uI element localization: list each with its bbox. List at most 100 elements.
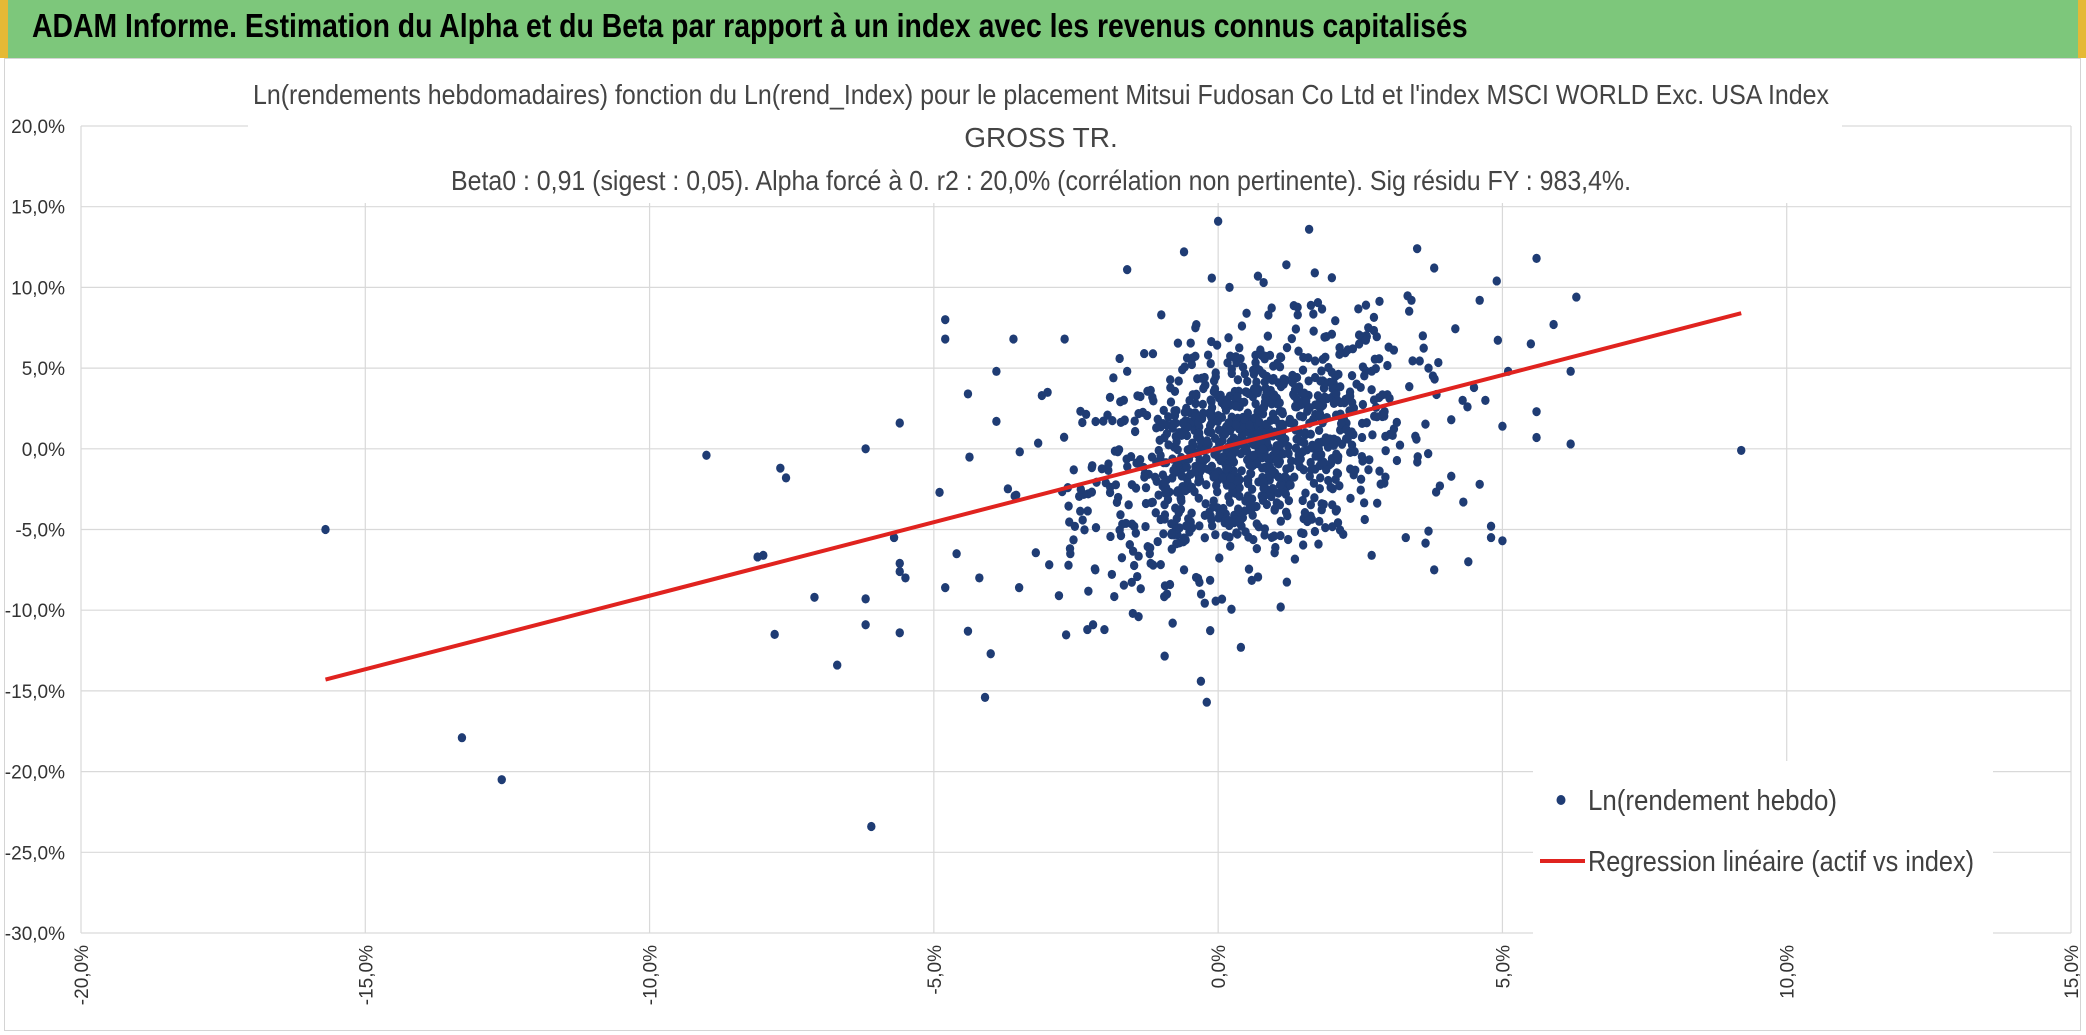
y-tick-label: 5,0% <box>22 359 65 380</box>
data-point <box>1213 216 1223 226</box>
data-point <box>1076 506 1085 516</box>
y-tick-label: 15,0% <box>11 198 65 219</box>
data-point <box>1090 564 1100 574</box>
data-point <box>1346 493 1355 503</box>
data-point <box>1209 386 1219 397</box>
data-point <box>1304 224 1314 234</box>
data-point <box>1045 560 1054 570</box>
data-point <box>1140 472 1149 482</box>
data-point <box>1332 505 1341 515</box>
data-point <box>1309 478 1319 488</box>
data-point <box>1262 452 1271 462</box>
data-point <box>1240 414 1249 424</box>
data-point <box>1354 330 1364 340</box>
data-point <box>1356 485 1365 495</box>
data-point <box>1236 642 1246 652</box>
data-point <box>1369 312 1379 322</box>
data-point <box>1269 373 1278 384</box>
data-point <box>1367 550 1376 560</box>
data-point <box>1218 473 1227 483</box>
data-point <box>1276 602 1285 612</box>
data-point <box>1078 417 1087 428</box>
data-point <box>1464 557 1473 567</box>
data-point <box>1065 517 1074 527</box>
data-point <box>1091 416 1100 427</box>
data-point <box>1231 401 1240 411</box>
data-point <box>1379 411 1389 421</box>
data-point <box>1566 366 1575 376</box>
data-point <box>1134 551 1143 561</box>
data-point <box>1430 565 1439 575</box>
data-point <box>941 334 950 344</box>
chart-frame: 20,0% 15,0% 10,0% 5,0% 0,0% -5,0% -10,0% -15,0%… <box>4 58 2081 1031</box>
data-point <box>1104 459 1113 469</box>
regression-line-group <box>324 311 1742 682</box>
data-point <box>1354 304 1363 314</box>
data-point <box>1130 426 1140 437</box>
data-point <box>861 444 870 454</box>
data-point <box>1167 528 1176 538</box>
data-point <box>1069 535 1078 545</box>
data-point <box>1178 418 1187 428</box>
data-point <box>992 416 1001 426</box>
data-point <box>1119 580 1129 590</box>
data-point <box>1187 482 1197 492</box>
data-point <box>1493 335 1503 345</box>
data-point <box>1347 371 1357 381</box>
data-point <box>1164 412 1173 422</box>
data-point <box>1251 358 1260 368</box>
data-point <box>941 315 950 325</box>
data-point <box>1361 300 1371 310</box>
data-point <box>1339 529 1348 539</box>
data-point <box>1370 354 1380 364</box>
data-point <box>1196 589 1206 599</box>
data-point <box>1287 456 1296 466</box>
data-point <box>1174 508 1183 518</box>
data-point <box>1412 434 1421 444</box>
data-point <box>1015 447 1024 457</box>
data-point <box>1293 456 1302 466</box>
x-tick-label: -15,0% <box>356 945 377 1005</box>
data-point <box>1113 492 1123 503</box>
data-point <box>1566 439 1575 449</box>
data-point <box>1214 425 1224 435</box>
data-point <box>1059 432 1069 442</box>
data-point <box>1274 440 1284 450</box>
data-point <box>1252 543 1262 554</box>
data-point <box>1498 421 1507 431</box>
data-point <box>1342 424 1351 434</box>
data-point <box>1193 374 1202 384</box>
data-point <box>1309 309 1318 319</box>
data-point <box>1158 419 1168 429</box>
data-point <box>1222 464 1231 474</box>
data-point <box>1244 532 1253 542</box>
data-point <box>1251 385 1260 396</box>
chart-title-line: GROSS TR. <box>964 122 1118 153</box>
data-point <box>1131 528 1141 538</box>
data-point <box>1481 395 1490 405</box>
data-point <box>1191 572 1201 583</box>
data-point <box>1146 558 1155 568</box>
data-point <box>1336 382 1345 392</box>
data-point <box>1419 343 1428 353</box>
data-point <box>1173 444 1182 455</box>
data-point <box>1227 368 1236 379</box>
data-point <box>1281 507 1291 517</box>
legend-background <box>1533 761 1993 941</box>
data-point <box>1306 457 1315 468</box>
data-point <box>1233 504 1243 514</box>
data-point <box>889 532 899 543</box>
data-point <box>1329 440 1339 450</box>
data-point <box>1424 526 1433 536</box>
data-point <box>1191 323 1200 333</box>
data-point <box>1148 392 1157 402</box>
data-point <box>1351 465 1360 475</box>
chart-title-line: Ln(rendements hebdomadaires) fonction du… <box>253 79 1829 110</box>
data-point <box>1126 451 1136 462</box>
data-point <box>1084 586 1093 596</box>
data-point <box>1128 546 1138 556</box>
data-point <box>1286 480 1295 490</box>
data-point <box>1229 433 1238 443</box>
data-point <box>1122 265 1132 275</box>
data-point <box>1271 415 1280 425</box>
